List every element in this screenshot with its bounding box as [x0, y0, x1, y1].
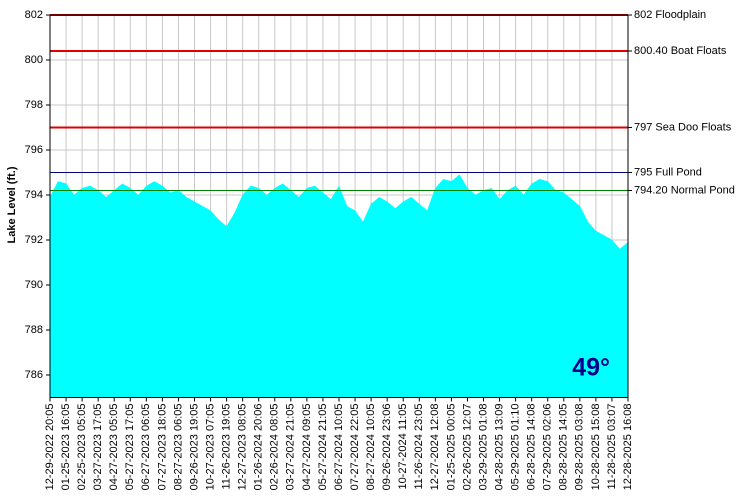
- y-tick-label: 796: [25, 144, 43, 156]
- reference-label: 795 Full Pond: [634, 166, 702, 178]
- x-tick-label: 01-25-2023 16:05: [60, 404, 72, 491]
- x-tick-label: 08-28-2025 14:05: [558, 404, 570, 491]
- x-tick-label: 10-27-2023 07:05: [204, 404, 216, 491]
- x-tick-label: 05-27-2023 17:05: [124, 404, 136, 491]
- reference-label: 800.40 Boat Floats: [634, 45, 727, 57]
- x-tick-label: 04-27-2024 09:05: [301, 404, 313, 491]
- x-tick-label: 12-27-2023 08:05: [237, 404, 249, 491]
- y-tick-label: 792: [25, 234, 43, 246]
- y-axis-label: Lake Level (ft.): [6, 166, 18, 243]
- y-tick-label: 798: [25, 99, 43, 111]
- x-tick-label: 11-26-2023 19:05: [221, 404, 233, 490]
- x-tick-label: 09-26-2024 23:06: [381, 404, 393, 491]
- x-tick-label: 09-28-2025 03:08: [574, 404, 586, 491]
- y-tick-label: 794: [25, 189, 43, 201]
- x-tick-label: 05-29-2025 01:10: [510, 404, 522, 491]
- temperature: 49°: [572, 354, 610, 382]
- x-tick-label: 02-26-2025 12:07: [461, 404, 473, 491]
- x-tick-label: 02-26-2024 08:05: [269, 404, 281, 491]
- x-tick-label: 06-28-2025 14:08: [526, 404, 538, 491]
- y-tick-label: 786: [25, 369, 43, 381]
- x-tick-label: 07-27-2024 22:05: [349, 404, 361, 491]
- reference-label: 794.20 Normal Pond: [634, 184, 735, 196]
- x-tick-label: 10-27-2024 11:05: [397, 404, 409, 490]
- x-tick-label: 11-26-2024 23:05: [413, 404, 425, 490]
- x-tick-label: 06-27-2023 06:05: [140, 404, 152, 491]
- x-tick-label: 07-27-2023 18:05: [156, 404, 168, 491]
- plot-frame: [49, 14, 629, 398]
- y-tick-label: 802: [25, 9, 43, 21]
- x-tick-label: 11-28-2025 03:07: [606, 404, 618, 490]
- reference-label: 802 Floodplain: [634, 9, 706, 21]
- area: [49, 174, 629, 398]
- y-tick-label: 788: [25, 324, 43, 336]
- y-tick-label: 790: [25, 279, 43, 291]
- x-tick-label: 12-28-2025 16:08: [622, 404, 634, 491]
- x-tick-label: 07-29-2025 02:06: [542, 404, 554, 491]
- x-tick-label: 08-27-2024 10:05: [365, 404, 377, 491]
- y-tick-label: 800: [25, 54, 43, 66]
- x-tick-label: 01-25-2025 00:05: [445, 404, 457, 491]
- x-tick-label: 09-26-2023 19:05: [188, 404, 200, 491]
- x-tick-label: 03-27-2023 17:05: [92, 404, 104, 491]
- x-tick-label: 12-29-2022 20:05: [44, 404, 56, 491]
- x-tick-label: 06-27-2024 10:05: [333, 404, 345, 491]
- x-tick-label: 05-27-2024 21:05: [317, 404, 329, 491]
- reference-label: 797 Sea Doo Floats: [634, 121, 732, 133]
- x-tick-label: 04-27-2023 05:05: [108, 404, 120, 491]
- x-tick-label: 02-25-2023 05:05: [76, 404, 88, 491]
- x-tick-label: 12-27-2024 12:08: [429, 404, 441, 491]
- x-tick-label: 03-29-2025 01:08: [477, 404, 489, 491]
- x-tick-label: 03-27-2024 21:05: [285, 404, 297, 491]
- x-tick-label: 04-28-2025 13:09: [493, 404, 505, 491]
- x-tick-label: 10-28-2025 15:08: [590, 404, 602, 491]
- x-tick-label: 01-26-2024 20:06: [253, 404, 265, 491]
- x-tick-label: 08-27-2023 06:05: [172, 404, 184, 491]
